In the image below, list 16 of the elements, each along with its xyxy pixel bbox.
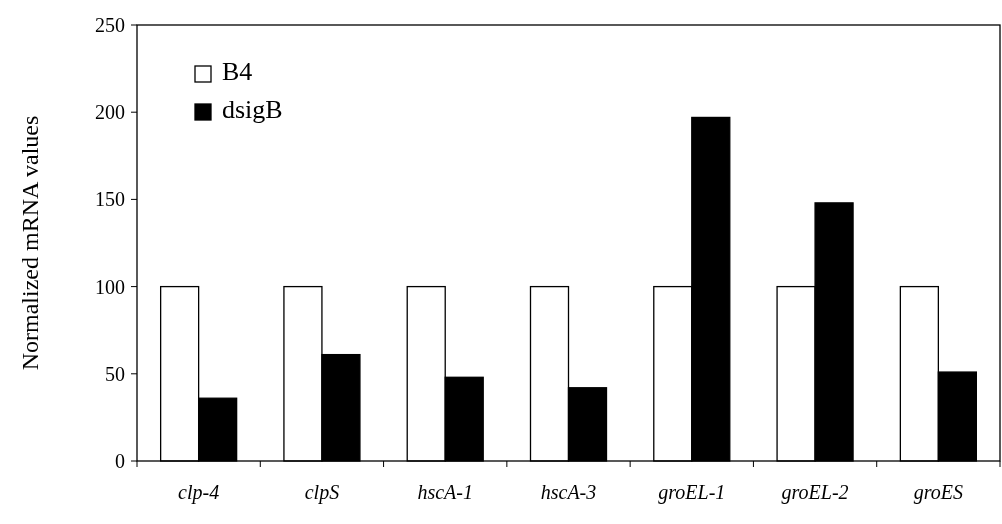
legend-label: dsigB — [222, 95, 283, 124]
x-tick-label: hscA-1 — [417, 481, 473, 503]
y-tick-label: 100 — [95, 275, 125, 298]
y-tick-label: 250 — [95, 14, 125, 36]
x-tick-label: groES — [913, 481, 963, 504]
y-tick-label: 0 — [115, 450, 125, 472]
y-tick-label: 150 — [95, 188, 125, 211]
y-axis-title: Normalized mRNA values — [17, 115, 43, 371]
y-tick-label: 50 — [105, 362, 125, 385]
x-tick-label: groEL-2 — [781, 481, 849, 504]
y-tick-label: 200 — [95, 101, 125, 124]
x-tick-label: hscA-3 — [540, 481, 597, 503]
x-tick-label: clp-4 — [178, 481, 220, 504]
x-tick-label: clpS — [304, 481, 340, 504]
x-tick-label: groEL-1 — [658, 481, 726, 504]
legend-label: B4 — [222, 57, 253, 86]
